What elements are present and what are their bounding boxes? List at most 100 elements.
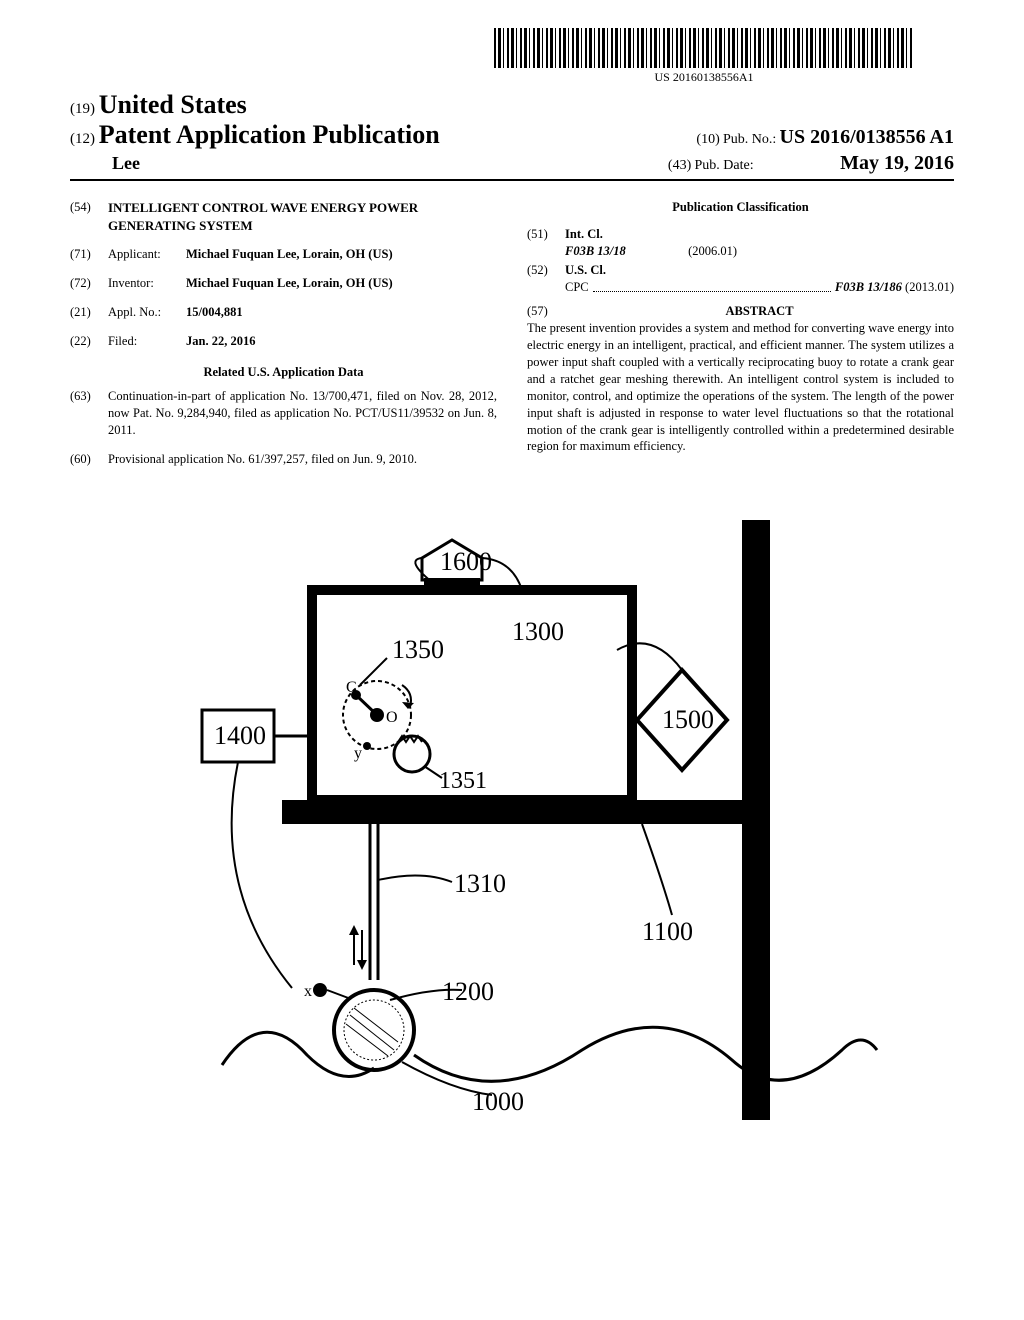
code-54: (54)	[70, 199, 108, 234]
label-1300: 1300	[512, 617, 564, 646]
filed-date: Jan. 22, 2016	[186, 333, 497, 350]
label-1350: 1350	[392, 635, 444, 664]
label-C: C	[346, 679, 357, 696]
code-63: (63)	[70, 388, 108, 439]
barcode-region: US 20160138556A1	[494, 28, 914, 85]
publication-line: (12) Patent Application Publication (10)…	[70, 120, 954, 150]
curve-to-1500	[617, 643, 682, 670]
provisional-text: Provisional application No. 61/397,257, …	[108, 451, 497, 468]
intcl-block: Int. Cl. F03B 13/18 (2006.01)	[565, 226, 954, 260]
cpc-label: CPC	[565, 279, 589, 296]
applicant-name-text: Michael Fuquan Lee, Lorain, OH (US)	[186, 247, 393, 261]
field-22: (22) Filed: Jan. 22, 2016	[70, 333, 497, 350]
invention-title: INTELLIGENT CONTROL WAVE ENERGY POWER GE…	[108, 199, 497, 234]
uscl-label: U.S. Cl.	[565, 263, 606, 277]
leader-1310	[378, 875, 452, 882]
biblio-columns: (54) INTELLIGENT CONTROL WAVE ENERGY POW…	[70, 199, 954, 480]
label-1000: 1000	[472, 1087, 524, 1116]
label-1200: 1200	[442, 977, 494, 1006]
code-12: (12)	[70, 131, 95, 147]
uscl-block: U.S. Cl. CPC F03B 13/186 (2013.01)	[565, 262, 954, 296]
label-y: y	[354, 745, 362, 762]
label-1310: 1310	[454, 869, 506, 898]
field-63: (63) Continuation-in-part of application…	[70, 388, 497, 439]
pub-type: Patent Application Publication	[99, 120, 440, 149]
buoy-outer	[334, 990, 414, 1070]
code-51: (51)	[527, 226, 565, 260]
related-heading: Related U.S. Application Data	[70, 364, 497, 381]
applno-text: 15/004,881	[186, 305, 243, 319]
down-arrowhead	[357, 960, 367, 970]
cpc-value: F03B 13/186 (2013.01)	[835, 279, 954, 296]
code-71: (71)	[70, 246, 108, 263]
field-60: (60) Provisional application No. 61/397,…	[70, 451, 497, 468]
label-applno: Appl. No.:	[108, 304, 186, 321]
field-54: (54) INTELLIGENT CONTROL WAVE ENERGY POW…	[70, 199, 497, 234]
hexagon-base	[424, 578, 480, 592]
abstract-header: (57) ABSTRACT	[527, 303, 954, 320]
code-72: (72)	[70, 275, 108, 292]
applicant-name: Michael Fuquan Lee, Lorain, OH (US)	[186, 246, 497, 263]
cpc-date: (2013.01)	[905, 280, 954, 294]
intcl-symbol: F03B 13/18	[565, 244, 626, 258]
code-57: (57)	[527, 303, 565, 320]
label-x: x	[304, 983, 312, 1000]
field-51: (51) Int. Cl. F03B 13/18 (2006.01)	[527, 226, 954, 260]
code-60: (60)	[70, 451, 108, 468]
country-line: (19) United States	[70, 90, 954, 120]
label-O: O	[386, 709, 398, 726]
code-21: (21)	[70, 304, 108, 321]
code-52: (52)	[527, 262, 565, 296]
inventor-name-text: Michael Fuquan Lee, Lorain, OH (US)	[186, 276, 393, 290]
pub-left: (12) Patent Application Publication	[70, 120, 440, 150]
label-applicant: Applicant:	[108, 246, 186, 263]
box-1300-inner	[318, 596, 626, 794]
patent-header: (19) United States (12) Patent Applicati…	[70, 90, 954, 181]
code-10: (10)	[696, 132, 719, 147]
classification-heading: Publication Classification	[527, 199, 954, 216]
up-arrowhead	[349, 925, 359, 935]
label-1600: 1600	[440, 547, 492, 576]
barcode-graphic	[494, 28, 914, 68]
field-21: (21) Appl. No.: 15/004,881	[70, 304, 497, 321]
wave-line	[222, 1027, 877, 1081]
left-column: (54) INTELLIGENT CONTROL WAVE ENERGY POW…	[70, 199, 497, 480]
code-43: (43)	[668, 158, 691, 173]
field-52: (52) U.S. Cl. CPC F03B 13/186 (2013.01)	[527, 262, 954, 296]
pubdate: May 19, 2016	[840, 152, 954, 174]
pub-right: (10) Pub. No.: US 2016/0138556 A1	[696, 126, 954, 149]
field-71: (71) Applicant: Michael Fuquan Lee, Lora…	[70, 246, 497, 263]
cpc-value-text: F03B 13/186	[835, 280, 902, 294]
filed-date-text: Jan. 22, 2016	[186, 334, 255, 348]
barcode-text: US 20160138556A1	[494, 70, 914, 85]
field-72: (72) Inventor: Michael Fuquan Lee, Lorai…	[70, 275, 497, 292]
inventor-name: Michael Fuquan Lee, Lorain, OH (US)	[186, 275, 497, 292]
label-1100: 1100	[642, 917, 693, 946]
point-y	[363, 742, 371, 750]
pubdate-block: (43) Pub. Date: May 19, 2016	[668, 152, 954, 175]
figure-area: 1600 1350 1300 1500 1400 1351 1310 1100 …	[70, 510, 954, 1134]
intcl-date: (2006.01)	[688, 244, 737, 258]
pubno-label: Pub. No.:	[723, 132, 776, 147]
code-22: (22)	[70, 333, 108, 350]
intcl-label: Int. Cl.	[565, 227, 603, 241]
label-inventor: Inventor:	[108, 275, 186, 292]
point-x	[313, 983, 327, 997]
abstract-text: The present invention provides a system …	[527, 320, 954, 455]
author-name: Lee	[70, 153, 140, 174]
code-19: (19)	[70, 101, 95, 117]
abstract-label: ABSTRACT	[725, 304, 793, 318]
author-line: Lee (43) Pub. Date: May 19, 2016	[70, 152, 954, 181]
leader-1100	[642, 824, 672, 915]
cpc-line: CPC F03B 13/186 (2013.01)	[565, 279, 954, 296]
patent-figure: 1600 1350 1300 1500 1400 1351 1310 1100 …	[142, 510, 882, 1130]
cpc-dots	[593, 279, 831, 293]
label-1400: 1400	[214, 721, 266, 750]
applno: 15/004,881	[186, 304, 497, 321]
label-filed: Filed:	[108, 333, 186, 350]
label-1500: 1500	[662, 705, 714, 734]
curve-1400-down	[232, 762, 292, 988]
right-column: Publication Classification (51) Int. Cl.…	[527, 199, 954, 480]
pubdate-label: Pub. Date:	[695, 158, 754, 173]
continuation-text: Continuation-in-part of application No. …	[108, 388, 497, 439]
